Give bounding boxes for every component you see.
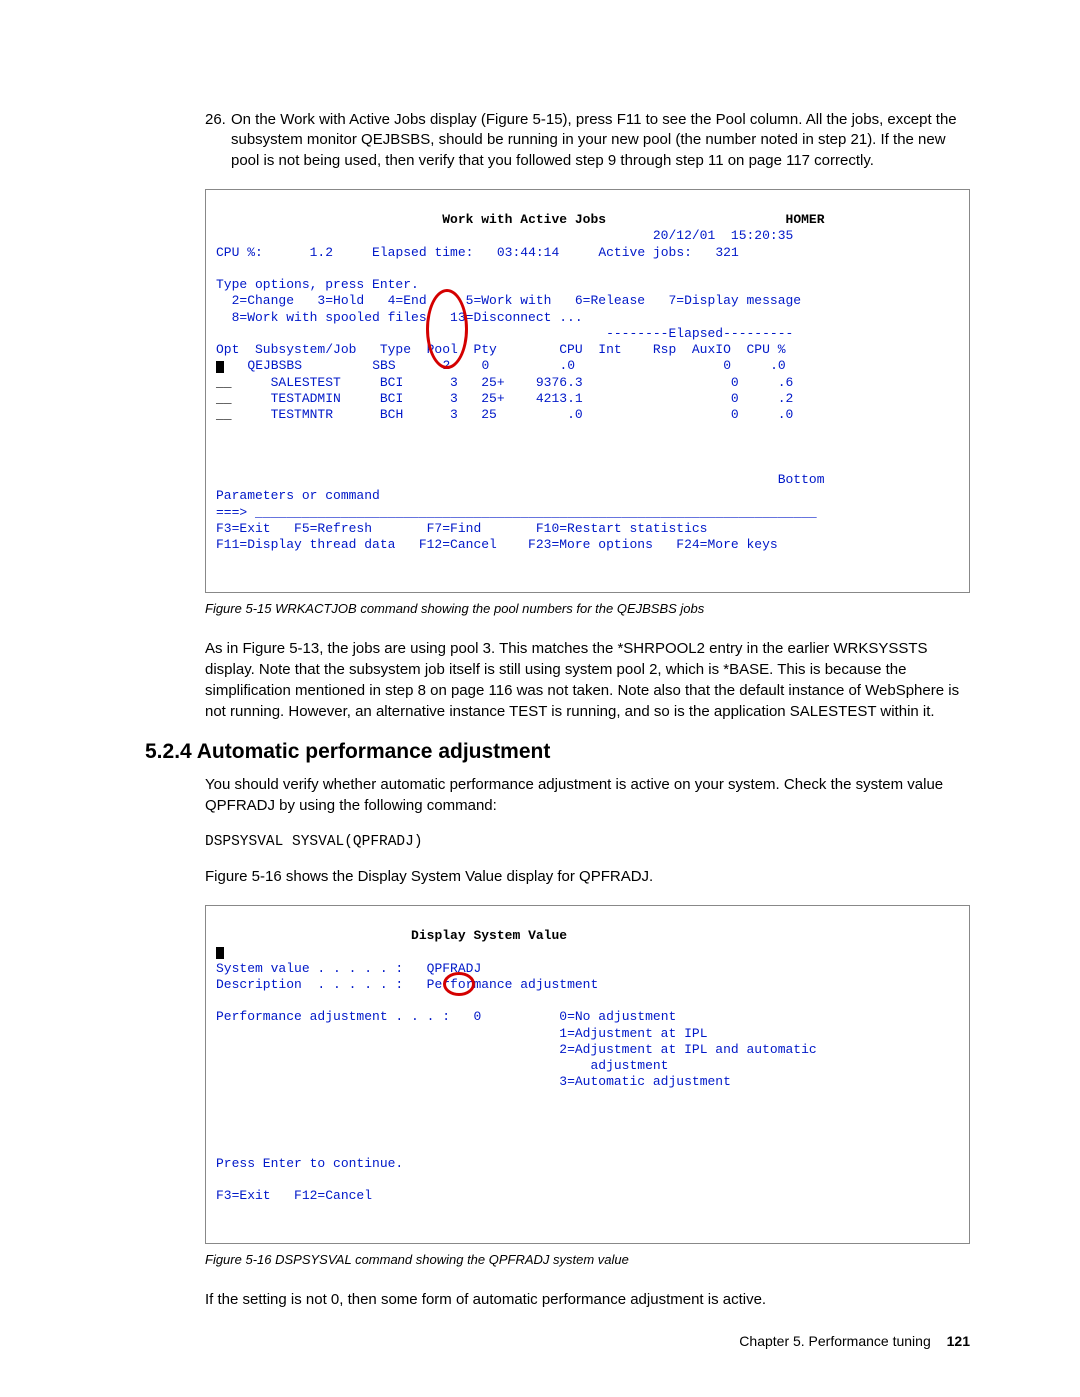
highlight-circle-icon [426, 289, 468, 369]
t1-opts2: 2=Change 3=Hold 4=End 5=Work with 6=Rele… [216, 293, 801, 308]
t2-title: Display System Value [411, 928, 567, 943]
t1-active-val: 321 [715, 245, 738, 260]
t2-perf-val: 0 [473, 1009, 481, 1024]
command-line: DSPSYSVAL SYSVAL(QPFRADJ) [205, 834, 970, 850]
t2-opt2: 2=Adjustment at IPL and automatic [559, 1042, 816, 1057]
t1-opts3: 8=Work with spooled files 13=Disconnect … [216, 310, 583, 325]
t2-opt1: 1=Adjustment at IPL [559, 1026, 707, 1041]
paragraph-3: Figure 5-16 shows the Display System Val… [205, 866, 970, 887]
figure-caption-2: Figure 5-16 DSPSYSVAL command showing th… [205, 1252, 970, 1267]
paragraph-4: If the setting is not 0, then some form … [205, 1289, 970, 1310]
t2-fkeys: F3=Exit F12=Cancel [216, 1188, 372, 1203]
t1-prompt: ===> [216, 505, 247, 520]
cursor-icon [216, 947, 224, 959]
figure-caption-1: Figure 5-15 WRKACTJOB command showing th… [205, 601, 970, 616]
t2-opt3: 3=Automatic adjustment [559, 1074, 731, 1089]
t2-opt2b: adjustment [559, 1058, 668, 1073]
t2-sysval-lbl: System value . . . . . : [216, 961, 403, 976]
t1-elapsed-label: Elapsed time: [372, 245, 473, 260]
paragraph-2: You should verify whether automatic perf… [205, 774, 970, 816]
t2-desc-lbl: Description . . . . . : [216, 977, 403, 992]
t1-parm: Parameters or command [216, 488, 380, 503]
t1-fkeys2: F11=Display thread data F12=Cancel F23=M… [216, 537, 778, 552]
t1-row0: QEJBSBS SBS 2 0 .0 0 .0 [247, 358, 785, 373]
step-text: On the Work with Active Jobs display (Fi… [231, 110, 970, 171]
t2-perf-lbl: Performance adjustment . . . : [216, 1009, 450, 1024]
step-number: 26. [205, 110, 231, 171]
t1-row3: TESTMNTR BCH 3 25 .0 0 .0 [271, 407, 794, 422]
paragraph-1: As in Figure 5-13, the jobs are using po… [205, 638, 970, 722]
t2-press: Press Enter to continue. [216, 1156, 403, 1171]
t1-elapsed-hdr: --------Elapsed--------- [606, 326, 793, 341]
t2-opt0: 0=No adjustment [559, 1009, 676, 1024]
t1-elapsed-val: 03:44:14 [497, 245, 559, 260]
t1-date: 20/12/01 [653, 228, 715, 243]
terminal-dspsysval: Display System Value System value . . . … [205, 905, 970, 1244]
t1-time: 15:20:35 [731, 228, 793, 243]
t1-title: Work with Active Jobs [442, 212, 606, 227]
page-footer: Chapter 5. Performance tuning 121 [739, 1333, 970, 1349]
footer-page-number: 121 [947, 1333, 970, 1349]
cursor-icon [216, 361, 224, 373]
page: 26. On the Work with Active Jobs display… [0, 0, 1080, 1397]
t1-hdr: Opt Subsystem/Job Type Pool Pty CPU Int … [216, 342, 786, 357]
t1-cpu-label: CPU %: [216, 245, 263, 260]
t1-system: HOMER [786, 212, 825, 227]
t1-active-label: Active jobs: [598, 245, 692, 260]
terminal-wrkactjob: Work with Active Jobs HOMER 20/12/01 15:… [205, 189, 970, 593]
t1-cpu-val: 1.2 [310, 245, 333, 260]
section-heading: 5.2.4 Automatic performance adjustment [145, 740, 970, 764]
t1-row2: TESTADMIN BCI 3 25+ 4213.1 0 .2 [271, 391, 794, 406]
t1-opts1: Type options, press Enter. [216, 277, 419, 292]
t1-row1: SALESTEST BCI 3 25+ 9376.3 0 .6 [271, 375, 794, 390]
footer-chapter: Chapter 5. Performance tuning [739, 1333, 930, 1349]
numbered-step: 26. On the Work with Active Jobs display… [205, 110, 970, 171]
t1-bottom: Bottom [778, 472, 825, 487]
highlight-circle-icon [443, 972, 475, 996]
t1-fkeys1: F3=Exit F5=Refresh F7=Find F10=Restart s… [216, 521, 707, 536]
